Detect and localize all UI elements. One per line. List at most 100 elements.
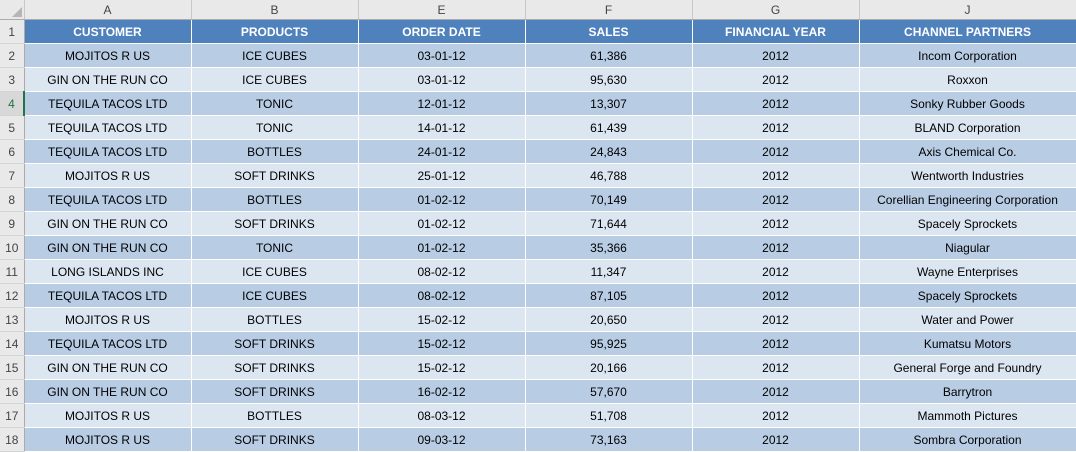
cell-sales[interactable]: 61,439 [525, 115, 693, 140]
cell-order-date[interactable]: 14-01-12 [358, 115, 526, 140]
cell-channel-partner[interactable]: Niagular [859, 235, 1076, 260]
row-header[interactable]: 2 [0, 43, 25, 68]
cell-sales[interactable]: 20,650 [525, 307, 693, 332]
cell-customer[interactable]: MOJITOS R US [24, 427, 192, 452]
cell-products[interactable]: SOFT DRINKS [191, 163, 359, 188]
cell-customer[interactable]: MOJITOS R US [24, 163, 192, 188]
row-header[interactable]: 12 [0, 283, 25, 308]
cell-customer[interactable]: TEQUILA TACOS LTD [24, 331, 192, 356]
header-order-date[interactable]: ORDER DATE [358, 19, 526, 44]
row-header[interactable]: 8 [0, 187, 25, 212]
cell-customer[interactable]: GIN ON THE RUN CO [24, 235, 192, 260]
cell-order-date[interactable]: 01-02-12 [358, 211, 526, 236]
column-header-f[interactable]: F [525, 0, 693, 20]
row-header[interactable]: 16 [0, 379, 25, 404]
cell-channel-partner[interactable]: Barrytron [859, 379, 1076, 404]
cell-order-date[interactable]: 03-01-12 [358, 67, 526, 92]
cell-customer[interactable]: TEQUILA TACOS LTD [24, 283, 192, 308]
cell-channel-partner[interactable]: Corellian Engineering Corporation [859, 187, 1076, 212]
cell-channel-partner[interactable]: Spacely Sprockets [859, 283, 1076, 308]
column-header-j[interactable]: J [859, 0, 1076, 20]
column-header-a[interactable]: A [24, 0, 192, 20]
cell-products[interactable]: SOFT DRINKS [191, 211, 359, 236]
row-header[interactable]: 5 [0, 115, 25, 140]
cell-sales[interactable]: 24,843 [525, 139, 693, 164]
row-header[interactable]: 9 [0, 211, 25, 236]
row-header[interactable]: 13 [0, 307, 25, 332]
cell-products[interactable]: BOTTLES [191, 187, 359, 212]
cell-products[interactable]: ICE CUBES [191, 283, 359, 308]
header-products[interactable]: PRODUCTS [191, 19, 359, 44]
cell-financial-year[interactable]: 2012 [692, 67, 860, 92]
cell-sales[interactable]: 46,788 [525, 163, 693, 188]
cell-channel-partner[interactable]: Wayne Enterprises [859, 259, 1076, 284]
cell-financial-year[interactable]: 2012 [692, 307, 860, 332]
cell-products[interactable]: TONIC [191, 115, 359, 140]
cell-customer[interactable]: TEQUILA TACOS LTD [24, 187, 192, 212]
cell-financial-year[interactable]: 2012 [692, 331, 860, 356]
cell-channel-partner[interactable]: Sombra Corporation [859, 427, 1076, 452]
row-header[interactable]: 18 [0, 427, 25, 452]
cell-customer[interactable]: TEQUILA TACOS LTD [24, 139, 192, 164]
cell-order-date[interactable]: 25-01-12 [358, 163, 526, 188]
cell-customer[interactable]: GIN ON THE RUN CO [24, 67, 192, 92]
cell-financial-year[interactable]: 2012 [692, 91, 860, 116]
row-header[interactable]: 11 [0, 259, 25, 284]
select-all-button[interactable] [0, 0, 25, 20]
cell-order-date[interactable]: 15-02-12 [358, 307, 526, 332]
cell-sales[interactable]: 95,925 [525, 331, 693, 356]
cell-customer[interactable]: GIN ON THE RUN CO [24, 211, 192, 236]
cell-sales[interactable]: 71,644 [525, 211, 693, 236]
row-header[interactable]: 6 [0, 139, 25, 164]
cell-sales[interactable]: 95,630 [525, 67, 693, 92]
cell-channel-partner[interactable]: Mammoth Pictures [859, 403, 1076, 428]
cell-sales[interactable]: 57,670 [525, 379, 693, 404]
cell-channel-partner[interactable]: Spacely Sprockets [859, 211, 1076, 236]
cell-sales[interactable]: 51,708 [525, 403, 693, 428]
cell-financial-year[interactable]: 2012 [692, 235, 860, 260]
cell-customer[interactable]: TEQUILA TACOS LTD [24, 91, 192, 116]
cell-customer[interactable]: GIN ON THE RUN CO [24, 355, 192, 380]
cell-financial-year[interactable]: 2012 [692, 115, 860, 140]
cell-channel-partner[interactable]: Wentworth Industries [859, 163, 1076, 188]
cell-customer[interactable]: MOJITOS R US [24, 403, 192, 428]
header-financial-year[interactable]: FINANCIAL YEAR [692, 19, 860, 44]
cell-sales[interactable]: 70,149 [525, 187, 693, 212]
cell-products[interactable]: BOTTLES [191, 307, 359, 332]
cell-sales[interactable]: 35,366 [525, 235, 693, 260]
cell-sales[interactable]: 11,347 [525, 259, 693, 284]
cell-order-date[interactable]: 08-02-12 [358, 259, 526, 284]
cell-sales[interactable]: 61,386 [525, 43, 693, 68]
cell-financial-year[interactable]: 2012 [692, 43, 860, 68]
row-header[interactable]: 4 [0, 91, 25, 116]
column-header-e[interactable]: E [358, 0, 526, 20]
cell-channel-partner[interactable]: General Forge and Foundry [859, 355, 1076, 380]
cell-channel-partner[interactable]: Incom Corporation [859, 43, 1076, 68]
cell-channel-partner[interactable]: Sonky Rubber Goods [859, 91, 1076, 116]
cell-products[interactable]: SOFT DRINKS [191, 355, 359, 380]
cell-sales[interactable]: 73,163 [525, 427, 693, 452]
cell-products[interactable]: SOFT DRINKS [191, 331, 359, 356]
cell-products[interactable]: BOTTLES [191, 403, 359, 428]
cell-customer[interactable]: MOJITOS R US [24, 43, 192, 68]
cell-order-date[interactable]: 15-02-12 [358, 355, 526, 380]
cell-products[interactable]: SOFT DRINKS [191, 427, 359, 452]
cell-financial-year[interactable]: 2012 [692, 259, 860, 284]
cell-financial-year[interactable]: 2012 [692, 403, 860, 428]
cell-products[interactable]: TONIC [191, 91, 359, 116]
cell-channel-partner[interactable]: Roxxon [859, 67, 1076, 92]
cell-order-date[interactable]: 15-02-12 [358, 331, 526, 356]
row-header[interactable]: 15 [0, 355, 25, 380]
cell-financial-year[interactable]: 2012 [692, 379, 860, 404]
column-header-g[interactable]: G [692, 0, 860, 20]
cell-order-date[interactable]: 12-01-12 [358, 91, 526, 116]
cell-financial-year[interactable]: 2012 [692, 211, 860, 236]
row-header[interactable]: 10 [0, 235, 25, 260]
cell-financial-year[interactable]: 2012 [692, 427, 860, 452]
cell-channel-partner[interactable]: Axis Chemical Co. [859, 139, 1076, 164]
cell-sales[interactable]: 13,307 [525, 91, 693, 116]
row-header[interactable]: 3 [0, 67, 25, 92]
cell-customer[interactable]: GIN ON THE RUN CO [24, 379, 192, 404]
cell-order-date[interactable]: 03-01-12 [358, 43, 526, 68]
row-header[interactable]: 17 [0, 403, 25, 428]
